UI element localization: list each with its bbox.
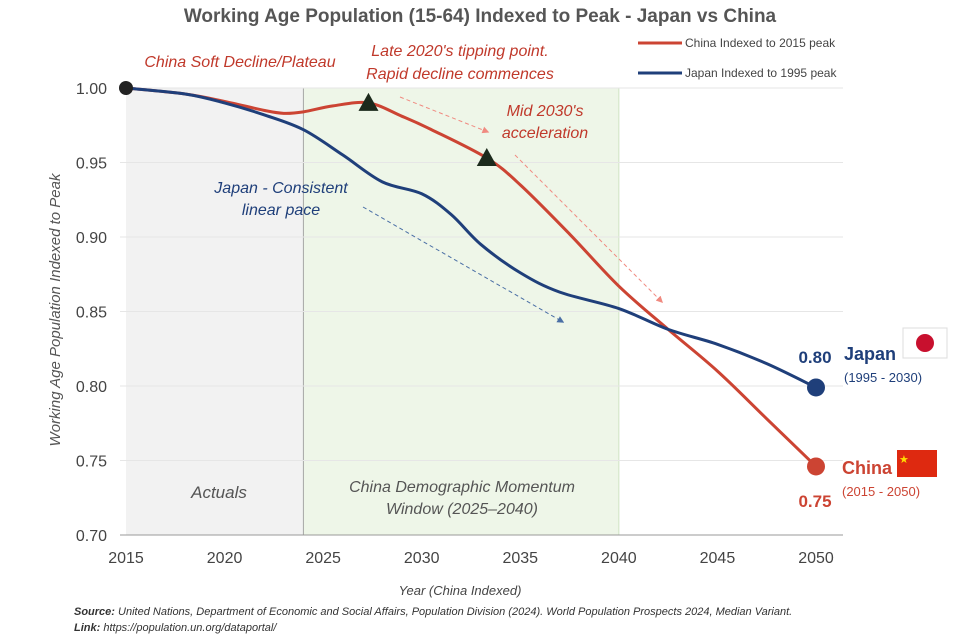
start-marker (119, 81, 133, 95)
annotation-acceleration: Mid 2030's (507, 103, 584, 120)
y-tick-label: 0.85 (76, 305, 107, 322)
chart-title: Working Age Population (15-64) Indexed t… (184, 6, 777, 27)
y-axis-label: Working Age Population Indexed to Peak (47, 172, 64, 446)
china-range: (2015 - 2050) (842, 484, 920, 499)
x-tick-label: 2035 (502, 550, 538, 567)
momentum-window-label: China Demographic Momentum (349, 479, 575, 496)
annotation-arrow (399, 96, 490, 134)
y-tick-label: 1.00 (76, 81, 107, 98)
y-tick-label: 0.90 (76, 230, 107, 247)
y-tick-label: 0.95 (76, 156, 107, 173)
annotation-tipping-point: Rapid decline commences (366, 66, 554, 83)
annotation-japan-pace: linear pace (242, 202, 320, 219)
legend-label: Japan Indexed to 1995 peak (685, 66, 837, 80)
link-label: Link: (74, 622, 101, 634)
triangle-marker (358, 92, 379, 111)
x-tick-label: 2020 (207, 550, 243, 567)
legend-label: China Indexed to 2015 peak (685, 36, 836, 50)
source-link[interactable]: https://population.un.org/dataportal/ (100, 622, 277, 634)
japan-series-line (125, 86, 817, 389)
japan-flag-disc (916, 334, 934, 352)
x-axis-label: Year (China Indexed) (399, 583, 522, 598)
annotation-soft-decline: China Soft Decline/Plateau (144, 54, 335, 71)
x-tick-label: 2015 (108, 550, 144, 567)
x-tick-label: 2045 (700, 550, 736, 567)
annotation-arrow (362, 206, 565, 323)
china-label: China (842, 458, 893, 478)
x-tick-label: 2025 (305, 550, 341, 567)
annotation-acceleration: acceleration (502, 125, 588, 142)
y-tick-label: 0.75 (76, 454, 107, 471)
japan-end-value: 0.80 (798, 348, 831, 367)
y-tick-label: 0.80 (76, 379, 107, 396)
source-text: United Nations, Department of Economic a… (114, 606, 793, 618)
source-label: Source: (74, 606, 115, 618)
x-tick-label: 2030 (404, 550, 440, 567)
momentum-window-label: Window (2025–2040) (386, 501, 538, 518)
actuals-label: Actuals (190, 483, 247, 502)
source-note: Source: United Nations, Department of Ec… (74, 604, 792, 636)
china-flag-star: ★ (899, 454, 909, 466)
annotation-japan-pace: Japan - Consistent (213, 180, 348, 197)
x-tick-label: 2040 (601, 550, 637, 567)
china-end-value: 0.75 (798, 492, 831, 511)
china-flag (897, 450, 937, 477)
y-tick-label: 0.70 (76, 528, 107, 545)
japan-range: (1995 - 2030) (844, 370, 922, 385)
japan-end-marker (807, 378, 825, 397)
x-tick-label: 2050 (798, 550, 834, 567)
japan-label: Japan (844, 344, 896, 364)
triangle-marker (476, 148, 497, 167)
annotation-tipping-point: Late 2020's tipping point. (371, 43, 548, 60)
china-end-marker (807, 457, 825, 476)
china-series-line (125, 86, 818, 468)
